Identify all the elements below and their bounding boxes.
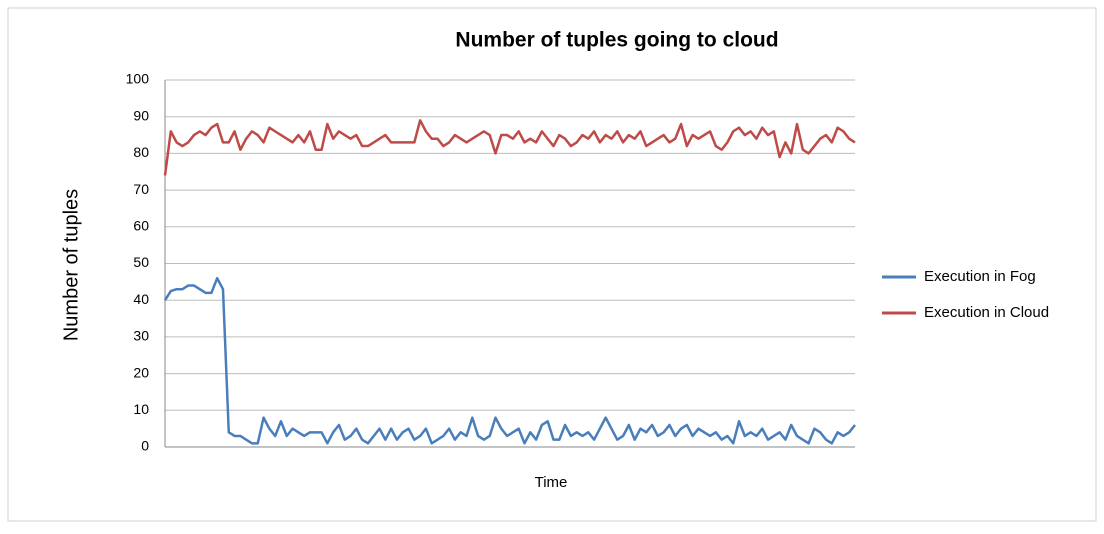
series-line: [163, 119, 856, 176]
chart-title: Number of tuples going to cloud: [455, 29, 778, 52]
x-axis-label: Time: [535, 474, 568, 491]
y-tick-label: 60: [133, 218, 149, 234]
chart-border: [7, 7, 1097, 522]
y-axis-label: Number of tuples: [60, 189, 82, 341]
y-tick-label: 80: [133, 144, 149, 160]
y-tick-label: 30: [133, 328, 149, 344]
y-tick-label: 10: [133, 401, 149, 417]
y-tick-label: 0: [141, 438, 149, 454]
legend-label: Execution in Fog: [924, 268, 1036, 285]
y-tick-label: 20: [133, 364, 149, 380]
legend-label: Execution in Cloud: [924, 304, 1049, 321]
y-tick-label: 100: [126, 71, 150, 87]
y-tick-label: 40: [133, 291, 149, 307]
series-line: [163, 276, 856, 445]
y-tick-label: 70: [133, 181, 149, 197]
y-tick-label: 90: [133, 107, 149, 123]
y-tick-label: 50: [133, 254, 149, 270]
